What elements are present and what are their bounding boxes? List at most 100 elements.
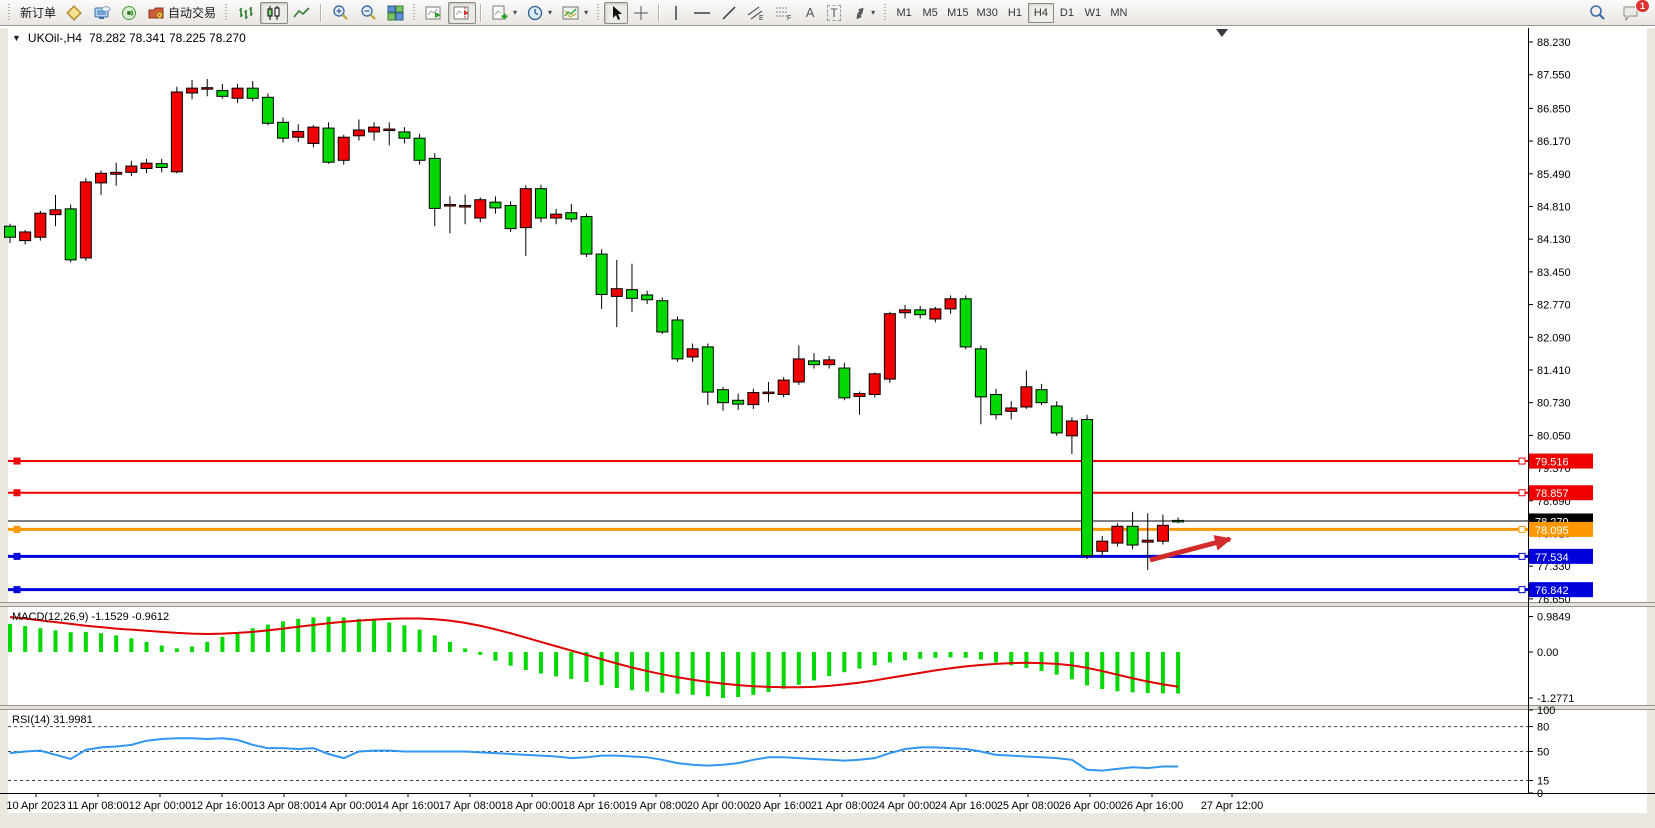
candle bbox=[186, 87, 199, 94]
text-label-button[interactable]: T bbox=[822, 2, 846, 24]
timeframe-button-D1[interactable]: D1 bbox=[1059, 6, 1074, 19]
cursor-button[interactable] bbox=[604, 1, 629, 24]
resistance-line-1-handle[interactable] bbox=[13, 457, 21, 465]
text-tool-button[interactable]: A bbox=[798, 2, 822, 24]
search-button[interactable] bbox=[1583, 2, 1611, 24]
level-lines-layer bbox=[8, 457, 1528, 594]
resistance-line-2-handle[interactable] bbox=[1518, 489, 1526, 497]
support-line-1-handle[interactable] bbox=[1518, 552, 1526, 560]
timeframe-button-M5[interactable]: M5 bbox=[922, 6, 938, 19]
macd-histogram-bar bbox=[538, 652, 543, 674]
templates-button[interactable]: ▾ bbox=[557, 2, 593, 24]
auto-scroll-button[interactable] bbox=[420, 2, 448, 24]
support-line-2-handle[interactable] bbox=[1518, 586, 1526, 594]
right-scrollbar-strip[interactable] bbox=[1647, 28, 1655, 813]
time-tick-label: 26 Apr 00:00 bbox=[1059, 800, 1121, 812]
orange-level-line-handle[interactable] bbox=[13, 525, 21, 533]
macd-histogram-bar bbox=[174, 648, 179, 652]
new-order-button[interactable]: 新订单 bbox=[15, 2, 61, 24]
chart-shift-marker[interactable] bbox=[1216, 29, 1228, 37]
zoom-out-button[interactable] bbox=[354, 2, 382, 24]
bar-chart-button[interactable] bbox=[232, 2, 260, 24]
price-tick-label: 86.850 bbox=[1537, 103, 1571, 115]
horizontal-line-button[interactable] bbox=[688, 2, 716, 24]
equidistant-channel-button[interactable]: E bbox=[742, 2, 770, 24]
macd-histogram-bar bbox=[281, 621, 286, 652]
signals-button[interactable] bbox=[116, 2, 143, 24]
macd-histogram-bar bbox=[872, 652, 877, 666]
macd-histogram-bar bbox=[736, 652, 741, 697]
pane-separator[interactable] bbox=[0, 705, 1655, 710]
candles-layer bbox=[4, 79, 1185, 571]
ohlc-values: 78.282 78.341 78.225 78.270 bbox=[88, 31, 246, 45]
candle bbox=[929, 308, 942, 320]
chart-shift-button[interactable] bbox=[448, 1, 477, 24]
candle bbox=[322, 127, 335, 163]
text-label-icon: T bbox=[827, 4, 841, 21]
resistance-line-1-handle[interactable] bbox=[1518, 457, 1526, 465]
time-tick-label: 12 Apr 16:00 bbox=[191, 800, 253, 812]
trendline-button[interactable] bbox=[716, 2, 742, 24]
crosshair-button[interactable] bbox=[628, 2, 654, 24]
macd-histogram-bar bbox=[190, 646, 195, 652]
orange-level-line-handle[interactable] bbox=[1518, 525, 1526, 533]
zoom-in-button[interactable] bbox=[326, 2, 354, 24]
toolbar-grip[interactable] bbox=[596, 3, 602, 22]
tile-windows-button[interactable] bbox=[382, 2, 409, 24]
timeframe-button-MN[interactable]: MN bbox=[1110, 6, 1128, 19]
time-tick-label: 14 Apr 16:00 bbox=[377, 800, 439, 812]
fibonacci-button[interactable]: F bbox=[770, 2, 798, 24]
autotrading-button[interactable]: 自动交易 bbox=[143, 2, 221, 24]
macd-histogram-bar bbox=[417, 629, 422, 652]
macd-histogram-bar bbox=[1130, 652, 1135, 693]
timeframe-button-M15[interactable]: M15 bbox=[947, 6, 969, 19]
horizontal-line-icon bbox=[694, 11, 711, 14]
resistance-line-2-handle[interactable] bbox=[13, 489, 21, 497]
one-click-trading-toggle[interactable]: ▼ bbox=[12, 33, 21, 43]
macd-histogram-bar bbox=[599, 652, 604, 686]
macd-histogram-bar bbox=[660, 652, 665, 693]
timeframe-button-H1[interactable]: H1 bbox=[1007, 6, 1022, 19]
left-frame-strip bbox=[0, 28, 8, 813]
rsi-axis-label: 100 bbox=[1537, 705, 1555, 717]
toolbar-separator bbox=[320, 3, 323, 22]
toolbar-grip[interactable] bbox=[883, 3, 889, 22]
price-badge-label: 77.534 bbox=[1535, 552, 1569, 564]
candle bbox=[686, 348, 699, 358]
timeframe-button-M1[interactable]: M1 bbox=[896, 6, 912, 19]
macd-histogram-bar bbox=[144, 641, 149, 652]
metaeditor-button[interactable] bbox=[61, 2, 88, 24]
timeframe-button-W1[interactable]: W1 bbox=[1084, 6, 1102, 19]
terminal-button[interactable] bbox=[88, 2, 116, 24]
timeframe-button-M30[interactable]: M30 bbox=[976, 6, 998, 19]
timeframe-button-H4[interactable]: H4 bbox=[1027, 2, 1054, 23]
macd-histogram-bar bbox=[1024, 652, 1029, 668]
periods-button[interactable]: ▾ bbox=[522, 2, 557, 24]
candle bbox=[277, 121, 290, 139]
toolbar-grip[interactable] bbox=[7, 3, 12, 22]
arrows-tool-button[interactable]: ▾ bbox=[846, 2, 880, 24]
svg-text:F: F bbox=[787, 15, 791, 21]
crosshair-icon bbox=[634, 5, 649, 20]
support-line-1-handle[interactable] bbox=[13, 552, 21, 560]
pane-separator[interactable] bbox=[0, 602, 1655, 607]
line-chart-button[interactable] bbox=[288, 2, 316, 24]
time-tick-label: 18 Apr 16:00 bbox=[563, 800, 625, 812]
monitor-cloud-icon bbox=[94, 5, 111, 19]
toolbar-grip[interactable] bbox=[412, 3, 418, 22]
candle bbox=[4, 225, 16, 238]
time-tick-label: 25 Apr 08:00 bbox=[997, 800, 1059, 812]
candle bbox=[914, 309, 927, 316]
time-axis[interactable]: 10 Apr 2023 11 Apr 08:00 12 Apr 00:00 12 Ap… bbox=[6, 793, 1263, 812]
toolbar-grip[interactable] bbox=[224, 3, 230, 22]
candle bbox=[368, 126, 381, 133]
new-chart-button[interactable]: ▾ bbox=[486, 2, 522, 24]
macd-histogram-bar bbox=[781, 652, 786, 689]
arrow-annotation[interactable] bbox=[1149, 535, 1232, 563]
support-line-2-handle[interactable] bbox=[13, 586, 21, 594]
chat-button[interactable]: 1 bbox=[1617, 0, 1650, 24]
candlestick-chart-button[interactable] bbox=[260, 1, 289, 24]
resistance-line-1-price-badge bbox=[1529, 453, 1593, 469]
vertical-line-button[interactable] bbox=[664, 2, 688, 24]
